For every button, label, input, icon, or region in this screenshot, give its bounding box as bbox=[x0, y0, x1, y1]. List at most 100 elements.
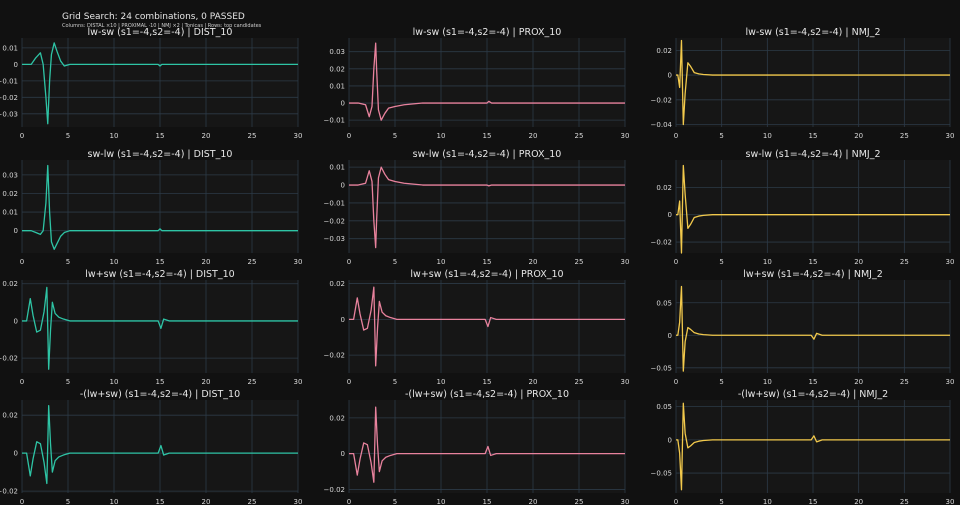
y-tick-label: −0.02 bbox=[0, 488, 18, 496]
subplot: 0 5 10 15 20 25 30 0.05 0 −0.05 -(lw+sw) (s1=-4,s2… bbox=[651, 389, 955, 505]
x-tick-label: 20 bbox=[854, 132, 863, 140]
subplot-title: sw-lw (s1=-4,s2=-4) | PROX_10 bbox=[413, 149, 562, 160]
x-tick-label: 15 bbox=[156, 258, 165, 266]
y-tick-label: −0.01 bbox=[324, 117, 345, 125]
subplot-title: lw-sw (s1=-4,s2=-4) | DIST_10 bbox=[88, 27, 233, 38]
x-tick-label: 15 bbox=[483, 498, 492, 505]
x-tick-label: 0 bbox=[347, 132, 351, 140]
x-tick-label: 30 bbox=[294, 132, 303, 140]
x-tick-label: 5 bbox=[393, 378, 397, 386]
y-tick-label: 0 bbox=[14, 227, 18, 235]
y-tick-label: 0 bbox=[668, 332, 672, 340]
x-tick-label: 15 bbox=[809, 132, 818, 140]
x-tick-label: 15 bbox=[809, 498, 818, 505]
x-tick-label: 25 bbox=[575, 498, 584, 505]
x-tick-label: 15 bbox=[156, 132, 165, 140]
x-tick-label: 5 bbox=[393, 132, 397, 140]
x-tick-label: 25 bbox=[900, 132, 909, 140]
x-tick-label: 30 bbox=[621, 132, 630, 140]
y-tick-label: 0 bbox=[341, 450, 345, 458]
x-tick-label: 25 bbox=[248, 378, 257, 386]
series-line bbox=[676, 402, 950, 491]
x-tick-label: 10 bbox=[437, 132, 446, 140]
x-tick-label: 0 bbox=[20, 498, 24, 505]
x-tick-label: 5 bbox=[719, 498, 723, 505]
x-tick-label: 10 bbox=[110, 258, 119, 266]
y-tick-label: 0.01 bbox=[2, 44, 18, 52]
y-tick-label: −0.05 bbox=[651, 364, 672, 372]
series-line bbox=[349, 166, 625, 249]
x-tick-label: 20 bbox=[202, 132, 211, 140]
x-tick-label: 0 bbox=[674, 498, 678, 505]
series-line bbox=[676, 285, 950, 372]
x-tick-label: 5 bbox=[719, 132, 723, 140]
y-tick-label: −0.05 bbox=[651, 470, 672, 478]
y-tick-label: −0.02 bbox=[324, 486, 345, 494]
x-tick-label: 10 bbox=[763, 498, 772, 505]
y-tick-label: 0 bbox=[341, 100, 345, 108]
series-line bbox=[22, 286, 298, 370]
x-tick-label: 25 bbox=[900, 378, 909, 386]
y-tick-label: −0.02 bbox=[651, 239, 672, 247]
x-tick-label: 10 bbox=[763, 132, 772, 140]
x-tick-label: 10 bbox=[110, 378, 119, 386]
x-tick-label: 20 bbox=[854, 258, 863, 266]
x-tick-label: 15 bbox=[809, 258, 818, 266]
subplot: 0 5 10 15 20 25 30 0.01 0 −0.01 −0.02 −0.03 lw-sw (s… bbox=[0, 27, 302, 140]
subplot-title: lw+sw (s1=-4,s2=-4) | NMJ_2 bbox=[743, 269, 883, 280]
series-line bbox=[22, 164, 298, 250]
x-tick-label: 20 bbox=[202, 258, 211, 266]
y-tick-label: 0.02 bbox=[2, 280, 18, 288]
x-tick-label: 25 bbox=[900, 258, 909, 266]
x-tick-label: 30 bbox=[946, 378, 955, 386]
x-tick-label: 0 bbox=[20, 258, 24, 266]
x-tick-label: 20 bbox=[529, 132, 538, 140]
y-tick-label: 0.02 bbox=[329, 65, 345, 73]
y-tick-label: 0.02 bbox=[656, 47, 672, 55]
y-tick-label: 0.02 bbox=[329, 414, 345, 422]
x-tick-label: 10 bbox=[437, 378, 446, 386]
y-tick-label: −0.02 bbox=[324, 352, 345, 360]
subplot-title: lw+sw (s1=-4,s2=-4) | PROX_10 bbox=[410, 269, 563, 280]
y-tick-label: −0.02 bbox=[0, 94, 18, 102]
x-tick-label: 30 bbox=[946, 258, 955, 266]
x-tick-label: 5 bbox=[66, 258, 70, 266]
x-tick-label: 0 bbox=[674, 258, 678, 266]
x-tick-label: 0 bbox=[347, 378, 351, 386]
x-tick-label: 25 bbox=[900, 498, 909, 505]
x-tick-label: 0 bbox=[347, 498, 351, 505]
x-tick-label: 10 bbox=[110, 132, 119, 140]
x-tick-label: 30 bbox=[621, 378, 630, 386]
subplot: 0 5 10 15 20 25 30 0.02 0 −0.02 lw+sw (s1=-4,s2=-4… bbox=[324, 269, 630, 386]
x-tick-label: 25 bbox=[575, 132, 584, 140]
x-tick-label: 5 bbox=[66, 498, 70, 505]
figure-title: Grid Search: 24 combinations, 0 PASSED bbox=[62, 12, 245, 22]
x-tick-label: 25 bbox=[248, 132, 257, 140]
y-tick-label: −0.03 bbox=[0, 110, 18, 118]
x-tick-label: 30 bbox=[946, 498, 955, 505]
x-tick-label: 15 bbox=[483, 132, 492, 140]
x-tick-label: 20 bbox=[854, 378, 863, 386]
subplot-title: lw+sw (s1=-4,s2=-4) | DIST_10 bbox=[85, 269, 234, 280]
series-line bbox=[22, 42, 298, 125]
x-tick-label: 15 bbox=[156, 378, 165, 386]
subplot-title: sw-lw (s1=-4,s2=-4) | DIST_10 bbox=[88, 149, 233, 160]
x-tick-label: 5 bbox=[66, 132, 70, 140]
x-tick-label: 5 bbox=[393, 498, 397, 505]
y-tick-label: 0 bbox=[341, 316, 345, 324]
x-tick-label: 25 bbox=[248, 258, 257, 266]
y-tick-label: 0 bbox=[341, 182, 345, 190]
y-tick-label: 0 bbox=[668, 72, 672, 80]
x-tick-label: 20 bbox=[202, 378, 211, 386]
y-tick-label: 0 bbox=[14, 317, 18, 325]
x-tick-label: 30 bbox=[946, 132, 955, 140]
subplot-title: -(lw+sw) (s1=-4,s2=-4) | PROX_10 bbox=[405, 389, 569, 400]
subplot: 0 5 10 15 20 25 30 0.02 0 −0.02 sw-lw (s1=-4,s2=-4… bbox=[651, 149, 955, 266]
x-tick-label: 0 bbox=[347, 258, 351, 266]
x-tick-label: 10 bbox=[763, 378, 772, 386]
x-tick-label: 5 bbox=[719, 258, 723, 266]
y-tick-label: 0 bbox=[668, 436, 672, 444]
x-tick-label: 15 bbox=[156, 498, 165, 505]
